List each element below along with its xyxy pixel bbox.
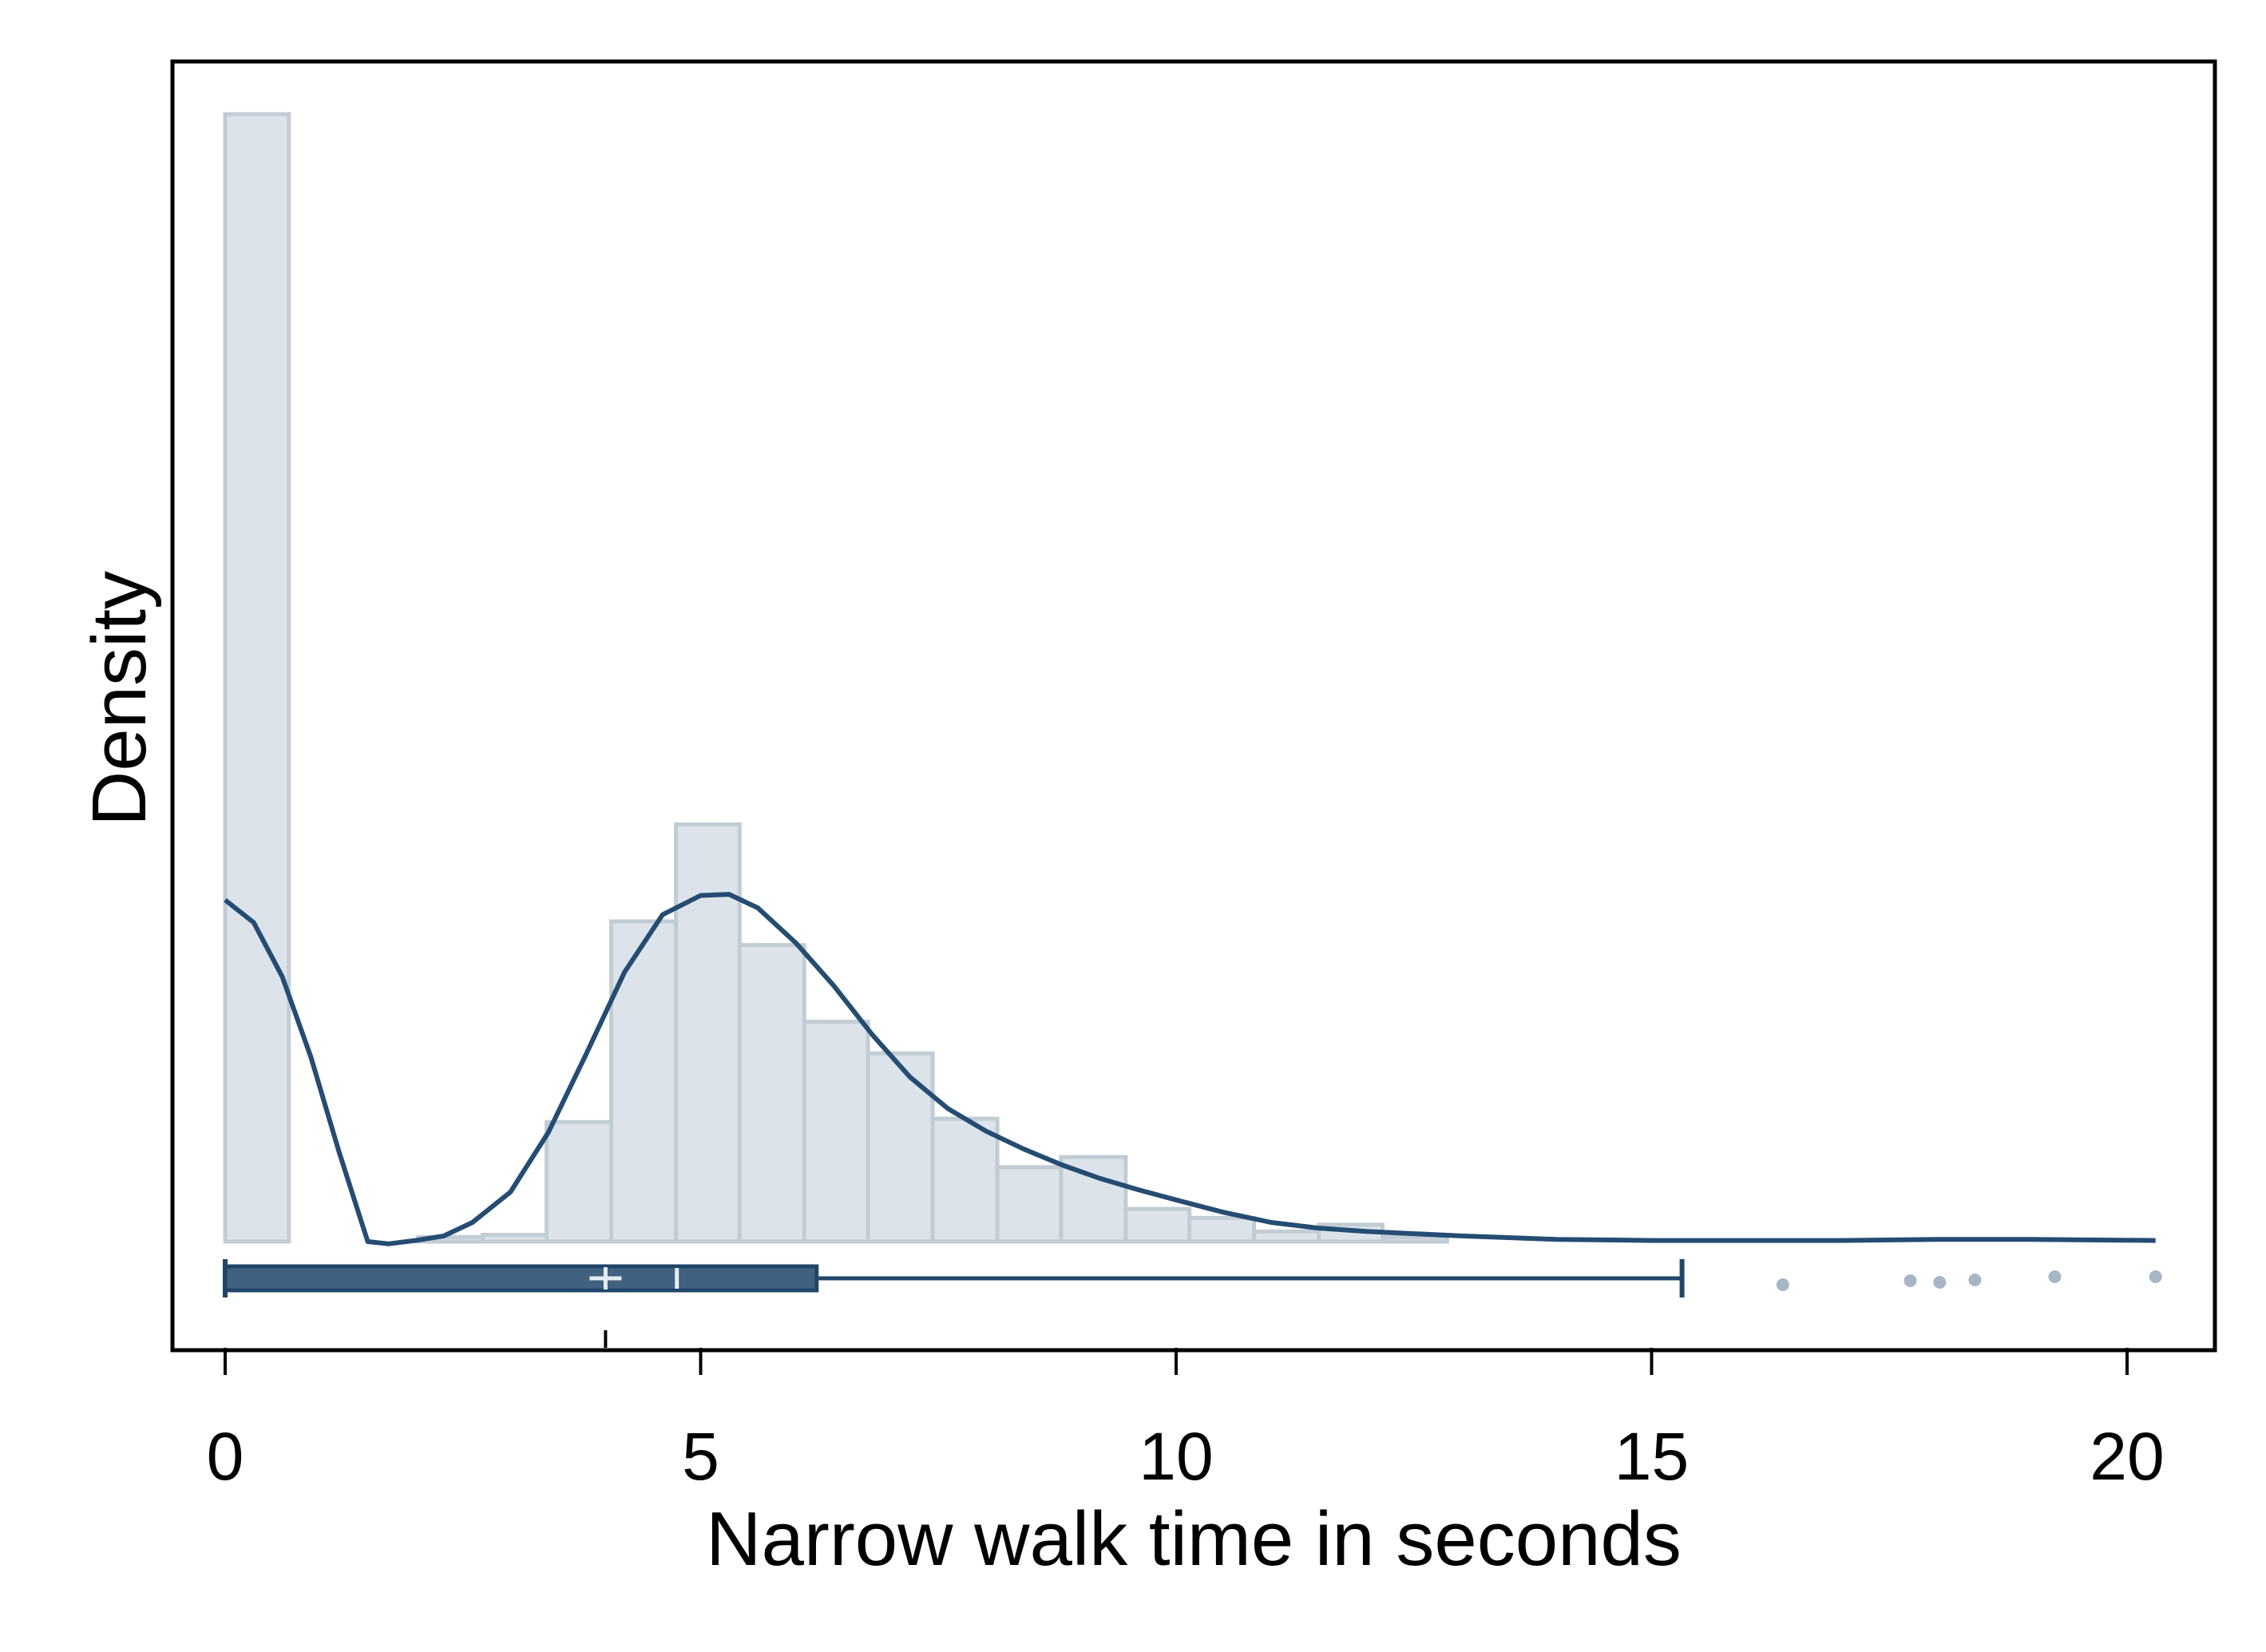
plot-frame [170, 59, 2217, 1353]
density-curve-layer [224, 892, 2156, 1246]
histogram-bar [674, 822, 742, 1244]
histogram-bar [866, 1051, 935, 1244]
histogram-bar [802, 1020, 870, 1244]
y-axis-title: Density [77, 571, 162, 826]
histogram-bar [1187, 1215, 1257, 1244]
histogram-bar [995, 1165, 1064, 1244]
box-outlier [2048, 1270, 2062, 1283]
x-axis-title: Narrow walk time in seconds [706, 1496, 1682, 1582]
box-outlier [1776, 1278, 1789, 1291]
histogram-bar [1252, 1229, 1321, 1244]
box-plot [223, 1259, 2162, 1297]
density-curve [224, 892, 2156, 1246]
box-outlier [1904, 1274, 1917, 1287]
histogram-bar [737, 943, 806, 1244]
x-tick-label: 5 [682, 1419, 719, 1494]
x-tick-label: 20 [2090, 1419, 2164, 1494]
x-tick-label: 15 [1614, 1419, 1689, 1494]
box-iqr [223, 1264, 819, 1293]
x-tick-label: 0 [207, 1419, 244, 1494]
x-tick-label: 10 [1139, 1419, 1213, 1494]
histogram-bar [545, 1119, 614, 1244]
x-axis-ticks: 0 5 10 15 20 [207, 1330, 2165, 1494]
box-outlier [2149, 1270, 2162, 1283]
box-outlier [1933, 1276, 1947, 1289]
histogram-bar [1123, 1206, 1192, 1244]
histogram-bar [1059, 1155, 1128, 1244]
histogram-bar [609, 919, 679, 1244]
histogram-bar [1380, 1234, 1449, 1244]
histogram-bar [930, 1116, 1000, 1244]
box-outlier [1968, 1274, 1982, 1286]
histogram-bar [223, 112, 291, 1244]
histogram-bar [481, 1233, 549, 1244]
